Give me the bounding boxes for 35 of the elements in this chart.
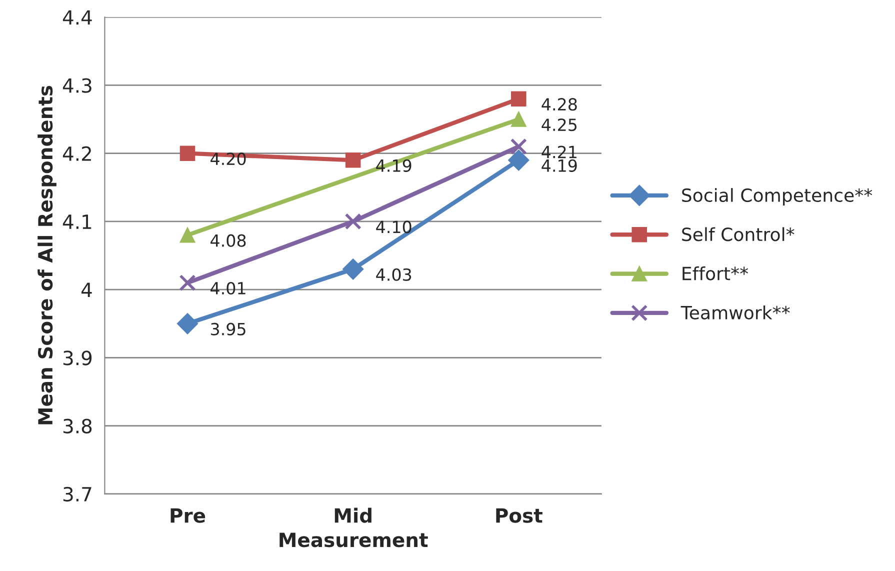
data-label: 4.28 xyxy=(542,98,577,111)
x-axis-title: Measurement xyxy=(280,532,428,548)
data-label: 4.25 xyxy=(542,118,577,132)
point xyxy=(342,258,364,280)
x-tick-label: Post xyxy=(496,508,542,523)
y-tick-label: 4 xyxy=(81,282,92,297)
y-tick-label: 4.1 xyxy=(62,214,92,229)
data-label: 4.10 xyxy=(376,220,412,234)
legend-label: Self Control* xyxy=(682,227,794,242)
y-tick-label: 4.2 xyxy=(62,146,91,161)
point xyxy=(510,138,527,155)
point xyxy=(176,313,198,334)
data-label: 4.03 xyxy=(376,268,412,281)
point xyxy=(180,146,196,161)
y-tick-label: 3.9 xyxy=(63,350,92,366)
y-tick-label: 4.3 xyxy=(62,78,92,93)
data-label: 4.08 xyxy=(210,234,246,247)
data-label: 4.19 xyxy=(542,159,577,172)
point xyxy=(344,213,362,230)
legend-label: Social Competence** xyxy=(682,188,872,206)
point xyxy=(180,227,196,243)
data-label: 3.95 xyxy=(210,322,246,336)
legend-label: Effort** xyxy=(682,266,748,280)
y-tick-label: 3.7 xyxy=(63,486,92,502)
x-tick-label: Mid xyxy=(334,508,372,523)
point xyxy=(511,91,526,107)
legend-label: Teamwork** xyxy=(680,305,790,320)
point xyxy=(345,152,361,168)
x-tick-label: Pre xyxy=(170,508,206,523)
point xyxy=(179,274,196,292)
point xyxy=(508,150,530,171)
point xyxy=(511,112,526,127)
y-tick-label: 3.8 xyxy=(63,418,92,434)
y-tick-label: 4.4 xyxy=(62,10,92,25)
y-axis-title: Mean Score of All Respondents xyxy=(38,86,56,424)
